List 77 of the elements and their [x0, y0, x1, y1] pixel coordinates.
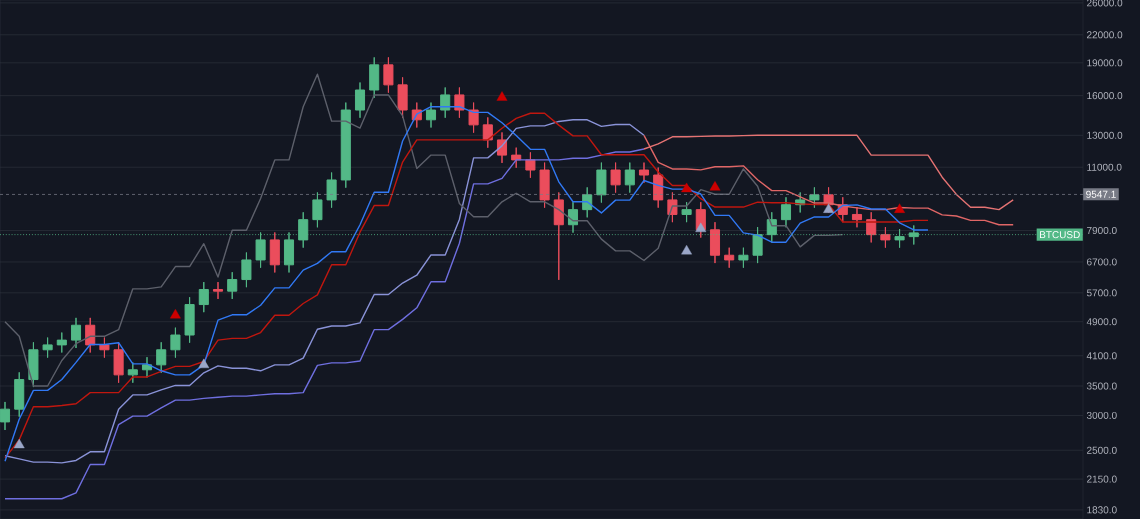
point	[681, 182, 692, 193]
y-tick-label: 16000.0	[1087, 92, 1123, 100]
y-tick-label: 11000.0	[1087, 163, 1122, 171]
line-series	[4, 119, 645, 464]
candlestick	[42, 337, 53, 359]
point	[13, 438, 25, 449]
candlestick	[0, 401, 11, 431]
candlestick	[56, 332, 67, 354]
candlestick	[738, 247, 749, 269]
candlestick	[780, 196, 792, 228]
y-tick-label: 5700.0	[1086, 289, 1117, 297]
ref-line-label: BTCUSD	[1039, 231, 1080, 239]
y-tick-label: 3500.0	[1086, 382, 1117, 390]
candlestick	[809, 186, 820, 209]
point	[198, 358, 210, 369]
candlestick	[85, 317, 96, 354]
point	[170, 309, 181, 319]
candlestick	[553, 191, 564, 281]
line-series	[4, 73, 844, 387]
candlestick	[624, 162, 635, 194]
candlestick	[127, 361, 138, 384]
y-tick-label: 22000.0	[1087, 31, 1123, 39]
point	[695, 222, 707, 233]
y-tick-label: 3000.0	[1086, 411, 1117, 419]
y-tick-label: 1830.0	[1087, 506, 1117, 514]
candlestick	[198, 281, 209, 313]
candlestick	[724, 247, 735, 269]
y-tick-label: 4100.0	[1086, 352, 1117, 360]
candlestick	[539, 162, 550, 209]
candlestick	[383, 56, 394, 94]
ref-line-label: 9547.1	[1086, 190, 1116, 198]
candlestick	[99, 337, 110, 359]
candlestick	[227, 271, 238, 300]
candlestick	[511, 147, 522, 169]
y-tick-label: 2150.0	[1087, 475, 1117, 483]
candlestick	[610, 162, 621, 194]
point	[709, 181, 721, 191]
candlestick	[340, 102, 351, 189]
candlestick	[70, 317, 82, 349]
y-tick-label: 7900.0	[1087, 226, 1117, 235]
candlestick	[141, 356, 153, 378]
point	[823, 203, 834, 213]
candlestick	[880, 226, 891, 249]
candlestick	[638, 162, 650, 184]
y-tick-label: 6700.0	[1087, 258, 1117, 266]
candlestick	[241, 251, 252, 288]
candlestick	[212, 281, 224, 300]
y-tick-label: 2500.0	[1087, 446, 1117, 454]
candlestick	[582, 186, 593, 218]
candlestick	[312, 191, 323, 228]
candlestick	[440, 86, 451, 119]
candlestick	[482, 116, 493, 149]
candlestick	[14, 371, 25, 418]
candlestick	[156, 341, 167, 374]
candlestick	[369, 56, 380, 99]
candlestick	[653, 167, 664, 209]
candlestick	[709, 221, 721, 264]
candlestick	[596, 162, 607, 204]
candlestick	[170, 327, 181, 359]
point	[496, 91, 508, 101]
candlestick	[454, 86, 465, 119]
point	[681, 244, 692, 255]
y-tick-label: 4900.0	[1086, 318, 1117, 326]
candlestick	[326, 172, 337, 209]
candlestick	[681, 201, 692, 223]
candlestick	[468, 102, 479, 134]
y-tick-label: 13000.0	[1087, 131, 1123, 139]
line-series	[643, 134, 1014, 226]
candlestick	[269, 231, 280, 273]
candlestick	[425, 102, 437, 129]
y-tick-label: 19000.0	[1087, 59, 1123, 67]
candlestick	[851, 206, 863, 228]
y-tick-label: 26000.0	[1087, 0, 1123, 7]
candlestick	[113, 341, 124, 384]
point	[894, 203, 905, 213]
candlestick	[184, 296, 195, 344]
candlestick	[354, 82, 366, 119]
